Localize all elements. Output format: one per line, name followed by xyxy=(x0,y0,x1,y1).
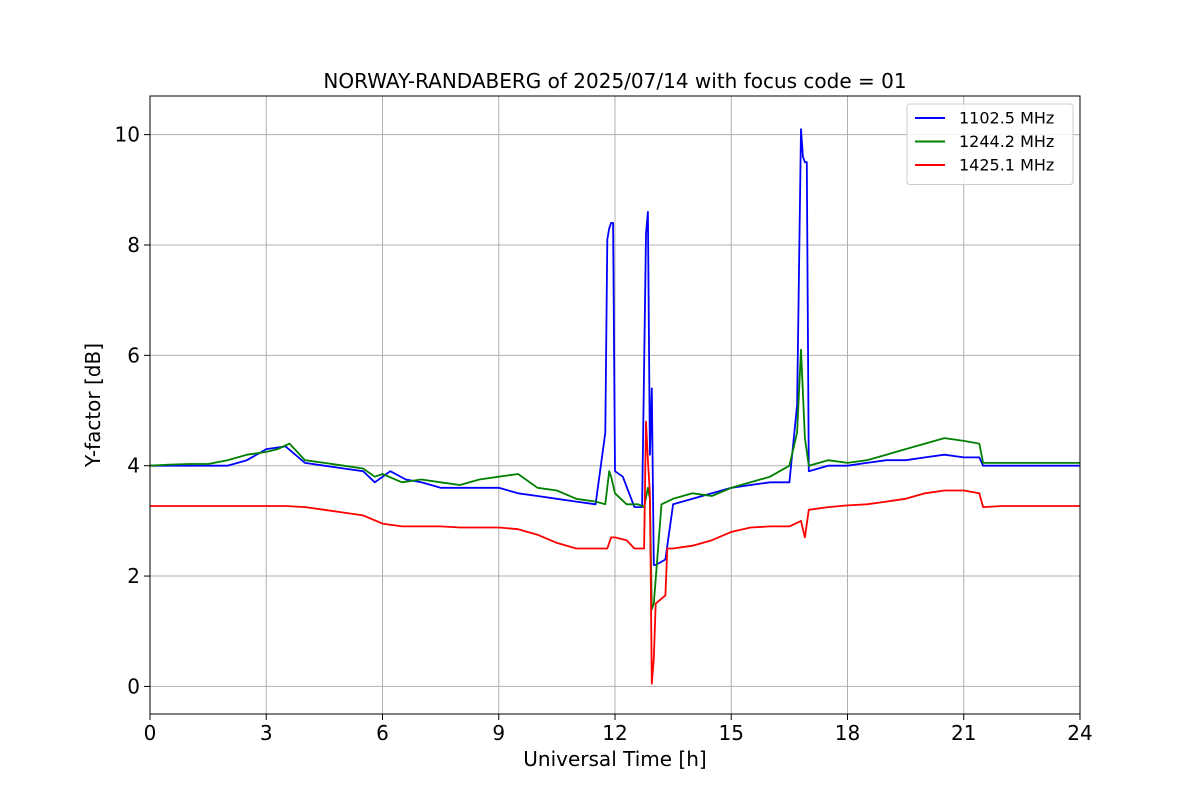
legend-label: 1244.2 MHz xyxy=(959,132,1054,151)
x-tick-label: 0 xyxy=(144,721,157,745)
x-tick-label: 15 xyxy=(719,721,744,745)
x-tick-label: 18 xyxy=(835,721,860,745)
legend-label: 1102.5 MHz xyxy=(959,109,1054,128)
y-tick-label: 8 xyxy=(127,233,140,257)
x-tick-label: 3 xyxy=(260,721,273,745)
series-line-1 xyxy=(150,128,1080,566)
x-tick-label: 9 xyxy=(492,721,505,745)
y-axis-ticks: 0 2 4 6 8 10 xyxy=(115,123,150,698)
series-line-3 xyxy=(150,420,1080,685)
x-tick-label: 12 xyxy=(602,721,627,745)
x-axis-ticks: 0 3 6 9 12 15 18 21 24 xyxy=(144,714,1093,745)
y-tick-label: 0 xyxy=(127,674,140,698)
y-tick-label: 6 xyxy=(127,343,140,367)
legend-box xyxy=(906,103,1074,185)
series-line-2 xyxy=(149,348,1080,611)
plot-series xyxy=(149,128,1080,685)
legend: 1102.5 MHz 1244.2 MHz 1425.1 MHz xyxy=(906,103,1074,185)
x-tick-label: 6 xyxy=(376,721,389,745)
x-tick-label: 21 xyxy=(951,721,976,745)
chart-title: NORWAY-RANDABERG of 2025/07/14 with focu… xyxy=(323,69,906,93)
y-tick-label: 4 xyxy=(127,454,140,478)
x-axis-label: Universal Time [h] xyxy=(523,747,706,771)
y-axis-label: Y-factor [dB] xyxy=(81,343,105,468)
x-tick-label: 24 xyxy=(1067,721,1092,745)
y-tick-label: 10 xyxy=(115,123,140,147)
y-tick-label: 2 xyxy=(127,564,140,588)
legend-label: 1425.1 MHz xyxy=(959,156,1054,175)
